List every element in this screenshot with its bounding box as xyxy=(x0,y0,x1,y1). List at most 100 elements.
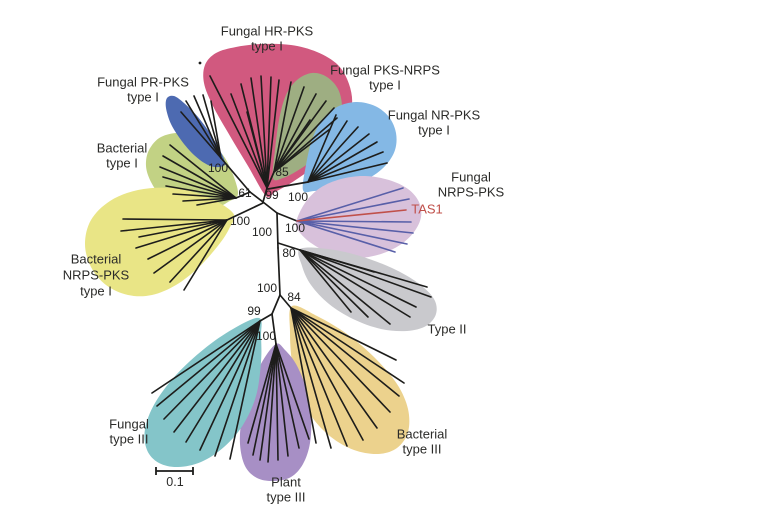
clade-branch-bacterial-type-iii xyxy=(290,307,332,449)
clade-branch-fungal-nrps-pks xyxy=(296,220,414,234)
tas1-label: TAS1 xyxy=(411,202,443,217)
clade-branch-fungal-pks-nrps xyxy=(273,128,331,173)
clade-branch-fungal-nr-pks xyxy=(307,126,359,183)
clade-branch-fungal-type-iii xyxy=(156,320,261,407)
clade-label-fungal-pks-nrps: type I xyxy=(369,78,401,93)
clade-blob-fungal-nr-pks xyxy=(302,101,397,193)
clade-branch-bacterial-type-iii xyxy=(290,307,378,429)
clade-label-fungal-nrps-pks: NRPS-PKS xyxy=(438,185,505,200)
bootstrap-value: 100 xyxy=(285,221,305,235)
clade-branch-plant-type-iii xyxy=(275,343,300,449)
clade-branch-fungal-nr-pks xyxy=(307,114,337,183)
clade-branch-type-ii xyxy=(299,249,428,288)
clade-blob-fungal-type-iii xyxy=(144,317,262,468)
tree-backbone-branch xyxy=(259,313,273,322)
tree-backbone-branch xyxy=(271,294,281,315)
clade-label-fungal-nr-pks: Fungal NR-PKS xyxy=(388,108,481,123)
clade-branch-type-ii xyxy=(299,249,417,308)
clade-branch-bacterial-type-i xyxy=(169,144,237,199)
clade-branch-fungal-pks-nrps xyxy=(273,119,311,173)
bootstrap-value: 61 xyxy=(238,186,252,200)
clade-label-fungal-hr-pks: type I xyxy=(251,39,283,54)
clade-branch-bacterial-type-i xyxy=(159,166,237,199)
clade-label-fungal-pr-pks: Fungal PR-PKS xyxy=(97,75,189,90)
clade-label-bacterial-type-iii: type III xyxy=(402,442,441,457)
clade-branch-bacterial-nrps-pks xyxy=(138,219,228,238)
clade-branch-plant-type-iii xyxy=(259,343,277,461)
clade-branch-fungal-hr-pks xyxy=(230,93,268,189)
bootstrap-value: 85 xyxy=(275,165,289,179)
tree-backbone-branch xyxy=(220,157,251,193)
tree-backbone-branch xyxy=(271,313,277,345)
clade-branch-bacterial-type-i xyxy=(182,197,237,202)
clade-branch-bacterial-type-iii xyxy=(290,307,405,384)
clade-label-bacterial-nrps-pks: NRPS-PKS xyxy=(63,268,130,283)
clade-branch-fungal-type-iii xyxy=(185,320,261,443)
scale-bar-label: 0.1 xyxy=(166,475,183,489)
clade-branch-fungal-type-iii xyxy=(214,320,261,457)
clade-branch-type-ii xyxy=(299,249,352,313)
clade-branch-fungal-pks-nrps xyxy=(273,86,305,173)
clade-branch-fungal-pks-nrps xyxy=(273,93,317,173)
clade-label-fungal-type-iii: Fungal xyxy=(109,417,149,432)
clade-branch-type-ii xyxy=(299,249,369,318)
clade-branch-fungal-pks-nrps xyxy=(273,107,335,173)
clade-label-fungal-hr-pks: Fungal HR-PKS xyxy=(221,24,314,39)
clade-label-bacterial-type-iii: Bacterial xyxy=(397,427,448,442)
clade-branch-fungal-nrps-pks xyxy=(296,198,410,222)
clade-branch-fungal-pr-pks xyxy=(193,95,222,159)
clade-branch-fungal-hr-pks xyxy=(266,76,272,189)
tree-backbone-branch xyxy=(266,171,275,189)
clade-branch-bacterial-nrps-pks xyxy=(169,219,228,283)
clade-branch-fungal-pr-pks xyxy=(210,100,222,159)
clade-blob-bacterial-type-iii xyxy=(289,305,410,455)
clade-branch-fungal-hr-pks xyxy=(266,79,280,189)
clade-branch-bacterial-type-iii xyxy=(290,307,348,447)
clade-branch-fungal-nr-pks xyxy=(307,120,348,183)
clade-branch-bacterial-nrps-pks xyxy=(135,219,228,249)
clade-branch-fungal-nrps-pks xyxy=(296,187,404,222)
tree-backbone-branch xyxy=(267,181,309,190)
clade-branch-bacterial-nrps-pks xyxy=(183,219,228,291)
clade-branch-plant-type-iii xyxy=(275,343,310,440)
clade-branch-fungal-type-iii xyxy=(151,320,261,394)
clade-branch-bacterial-type-i xyxy=(162,155,237,199)
clade-branch-bacterial-type-iii xyxy=(290,307,400,397)
clade-label-bacterial-nrps-pks: type I xyxy=(80,284,112,299)
clade-branch-fungal-pks-nrps xyxy=(273,81,292,173)
clade-branch-bacterial-type-i xyxy=(172,193,237,199)
bootstrap-value: 80 xyxy=(282,246,296,260)
bootstrap-value: 99 xyxy=(265,188,279,202)
tree-backbone-branch xyxy=(277,242,301,251)
tree-backbone-branch xyxy=(235,191,251,199)
tree-backbone-branch xyxy=(262,201,278,214)
clade-branch-bacterial-type-iii xyxy=(290,307,317,444)
clade-label-bacterial-nrps-pks: Bacterial xyxy=(71,252,122,267)
tas1-branch xyxy=(296,209,407,222)
clade-branch-fungal-hr-pks xyxy=(246,111,268,189)
bootstrap-value: 99 xyxy=(247,304,261,318)
clade-branch-fungal-nr-pks xyxy=(307,133,370,183)
tree-backbone-branch xyxy=(279,294,292,309)
clade-branch-bacterial-nrps-pks xyxy=(120,219,228,232)
clade-branch-bacterial-type-iii xyxy=(290,307,397,361)
clade-branch-fungal-type-iii xyxy=(163,320,261,420)
clade-label-plant-type-iii: Plant xyxy=(271,475,301,490)
bootstrap-value: 84 xyxy=(287,290,301,304)
clade-branch-type-ii xyxy=(299,249,432,298)
clade-branch-fungal-nrps-pks xyxy=(296,220,412,223)
clade-branch-type-ii xyxy=(299,249,411,318)
clade-branch-bacterial-nrps-pks xyxy=(153,219,228,274)
bootstrap-value: 100 xyxy=(288,190,308,204)
stray-dot-mark xyxy=(198,61,202,65)
clade-branch-fungal-nr-pks xyxy=(307,151,384,183)
clade-branch-bacterial-type-i xyxy=(162,176,237,199)
bootstrap-value: 100 xyxy=(257,281,277,295)
clade-blob-fungal-pr-pks xyxy=(165,95,226,168)
clade-branch-bacterial-type-i xyxy=(196,197,237,206)
clade-branch-fungal-type-iii xyxy=(173,320,261,433)
clade-branch-fungal-type-iii xyxy=(229,320,261,460)
clade-label-fungal-nr-pks: type I xyxy=(418,123,450,138)
tree-backbone-branch xyxy=(226,202,264,221)
